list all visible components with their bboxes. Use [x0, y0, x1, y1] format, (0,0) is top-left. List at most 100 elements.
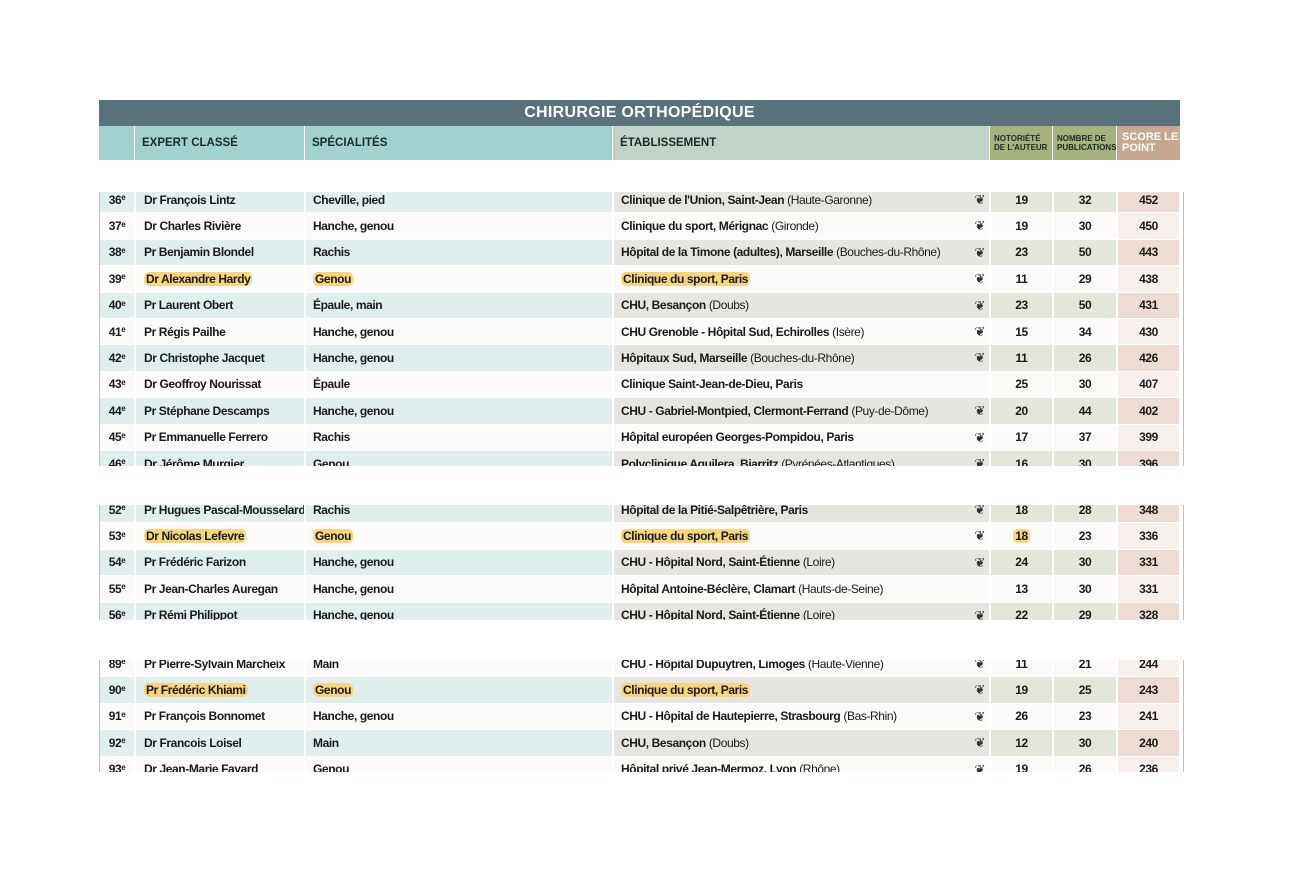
department: (Isère): [832, 324, 865, 339]
specialty-cell: Hanche, genou: [306, 602, 614, 620]
specialty: Hanche, genou: [313, 709, 394, 724]
rank-cell: 40 e: [100, 292, 136, 318]
rank-cell: 41 e: [100, 318, 136, 345]
laurel-icon: ❦: [974, 350, 986, 366]
specialty-cell: Rachis: [306, 239, 614, 266]
establishment-cell: Hôpital privé Jean-Mermoz, Lyon (Rhône) ❦: [614, 756, 991, 772]
department: (Puy-de-Dôme): [851, 403, 929, 418]
expert-name: Dr Jean-Marie Fayard: [144, 762, 259, 772]
specialty-cell: Genou: [306, 756, 614, 772]
specialty-cell: Main: [306, 730, 614, 756]
rank-suffix: e: [121, 430, 126, 440]
table-row: 42 e Dr Christophe Jacquet Hanche, genou Hôp…: [100, 345, 1181, 372]
name-cell: Pr Laurent Obert: [136, 292, 306, 318]
notoriety-cell: 19: [991, 213, 1054, 239]
rank-cell: 53 e: [100, 523, 136, 549]
score-cell: 426: [1118, 345, 1181, 371]
notoriety: 23: [1015, 298, 1028, 313]
specialty: Main: [313, 660, 339, 671]
rank-cell: 54 e: [100, 549, 136, 576]
notoriety-cell: 11: [991, 345, 1054, 371]
rank-cell: 91 e: [100, 703, 136, 730]
expert-name: Pr Régis Pailhe: [144, 324, 226, 339]
rank: 46: [108, 456, 122, 466]
rank: 40: [108, 298, 122, 313]
establishment: CHU, Besançon: [621, 298, 706, 313]
rank-cell: 42 e: [100, 345, 136, 371]
specialty-cell: Hanche, genou: [306, 318, 614, 345]
specialty-cell: Genou: [306, 450, 614, 466]
score-cell: 407: [1118, 371, 1181, 398]
rank-cell: 44 e: [100, 398, 136, 424]
rank: 37: [108, 219, 122, 234]
specialty-cell: Hanche, genou: [306, 213, 614, 239]
publications-cell: 26: [1054, 756, 1118, 772]
name-cell: Pr Emmanuelle Ferrero: [136, 424, 306, 450]
rank-suffix: e: [121, 683, 126, 693]
laurel-icon: ❦: [974, 660, 986, 671]
rank-suffix: e: [121, 272, 126, 282]
expert-name: Pr Pierre-Sylvain Marcheix: [144, 660, 286, 671]
name-cell: Pr François Bonnomet: [136, 703, 306, 730]
expert-name: Dr Christophe Jacquet: [144, 351, 265, 366]
rank-cell: 45 e: [100, 424, 136, 450]
rank: 52: [108, 505, 122, 517]
name-cell: Dr François Lintz: [136, 192, 306, 213]
expert-name: Dr François Lintz: [144, 192, 236, 207]
expert-name: Pr Frédéric Farizon: [144, 555, 246, 570]
rank-suffix: e: [121, 377, 126, 387]
establishment: Clinique Saint-Jean-de-Dieu, Paris: [621, 377, 803, 392]
rank: 42: [108, 351, 122, 366]
score-cell: 348: [1118, 505, 1181, 523]
specialty: Rachis: [313, 505, 350, 517]
specialty-cell: Épaule: [306, 371, 614, 398]
establishment-cell: Clinique du sport, Mérignac (Gironde) ❦: [614, 213, 991, 239]
specialty: Genou: [313, 683, 353, 698]
establishment-cell: Hôpital de la Timone (adultes), Marseill…: [614, 239, 991, 266]
rank-suffix: e: [121, 325, 126, 335]
establishment: Hôpital européen Georges-Pompidou, Paris: [621, 430, 854, 445]
notoriety-cell: 16: [991, 450, 1054, 466]
header-notoriete: NOTORIÉTÉ DE L'AUTEUR: [990, 126, 1053, 160]
rank: 41: [108, 324, 122, 339]
publications-cell: 44: [1054, 398, 1118, 424]
notoriety-cell: 23: [991, 292, 1054, 318]
expert-name: Dr Charles Rivière: [144, 219, 241, 234]
table-row: 44 e Pr Stéphane Descamps Hanche, genou CHU …: [100, 398, 1181, 425]
establishment-cell: CHU Grenoble - Hôpital Sud, Echirolles (I…: [614, 318, 991, 345]
specialty: Genou: [313, 456, 349, 466]
specialty-cell: Hanche, genou: [306, 345, 614, 371]
publications-cell: 26: [1054, 345, 1118, 371]
establishment-cell: Hôpital européen Georges-Pompidou, Paris…: [614, 424, 991, 450]
establishment-cell: CHU, Besançon (Doubs) ❦: [614, 292, 991, 318]
department: (Gironde): [771, 219, 819, 234]
notoriety-cell: 25: [991, 371, 1054, 398]
notoriety: 11: [1015, 351, 1028, 366]
notoriety-cell: 15: [991, 318, 1054, 345]
specialty-cell: Genou: [306, 523, 614, 549]
table-row: 36 e Dr François Lintz Cheville, pied Cliniq…: [100, 192, 1181, 214]
laurel-icon: ❦: [974, 505, 986, 517]
rank: 91: [108, 709, 122, 724]
name-cell: Dr Geoffroy Nourissat: [136, 371, 306, 398]
notoriety: 17: [1015, 430, 1028, 445]
specialty-cell: Main: [306, 660, 614, 677]
rank-cell: 38 e: [100, 239, 136, 266]
expert-name: Pr Emmanuelle Ferrero: [144, 430, 268, 445]
notoriety: 16: [1015, 456, 1028, 466]
establishment: CHU - Hôpital Dupuytren, Limoges: [621, 660, 805, 671]
publications-cell: 29: [1054, 266, 1118, 292]
table-title: CHIRURGIE ORTHOPÉDIQUE: [99, 100, 1180, 126]
rank-cell: 39 e: [100, 266, 136, 292]
publications-cell: 30: [1054, 576, 1118, 602]
notoriety: 11: [1015, 660, 1028, 671]
establishment-cell: Clinique Saint-Jean-de-Dieu, Paris: [614, 371, 991, 398]
table-row: 92 e Dr Francois Loisel Main CHU, Besançon (D…: [100, 730, 1181, 757]
name-cell: Dr Jean-Marie Fayard: [136, 756, 306, 772]
expert-name: Pr Jean-Charles Auregan: [144, 581, 278, 596]
table-row: 52 e Pr Hugues Pascal-Mousselard Rachis Hôpi…: [100, 505, 1181, 524]
notoriety: 20: [1015, 403, 1028, 418]
establishment: Hôpital de la Timone (adultes), Marseill…: [621, 245, 834, 260]
establishment: Hôpital de la Pitié-Salpêtrière, Paris: [621, 505, 808, 517]
rank-suffix: e: [121, 219, 126, 229]
